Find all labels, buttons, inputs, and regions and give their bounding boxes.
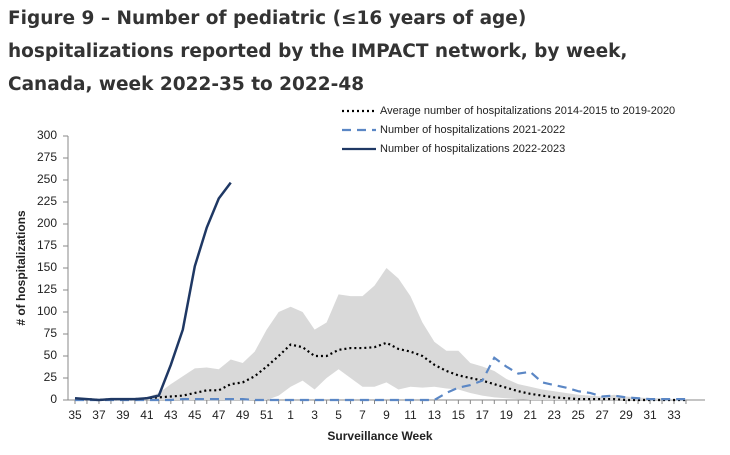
series-line bbox=[75, 356, 686, 402]
x-tick-label: 45 bbox=[188, 408, 202, 422]
x-axis-title: Surveillance Week bbox=[327, 429, 432, 443]
x-tick-label: 17 bbox=[476, 408, 490, 422]
x-tick-label: 41 bbox=[140, 408, 154, 422]
x-tick-label: 43 bbox=[164, 408, 178, 422]
x-tick-label: 9 bbox=[383, 408, 390, 422]
x-tick-label: 31 bbox=[643, 408, 657, 422]
y-tick-label: 175 bbox=[37, 238, 57, 252]
y-tick-label: 225 bbox=[37, 194, 57, 208]
y-tick-label: 50 bbox=[44, 348, 58, 362]
y-tick-label: 200 bbox=[37, 216, 57, 230]
x-tick-label: 25 bbox=[571, 408, 585, 422]
y-tick-label: 300 bbox=[37, 128, 57, 142]
legend-label: Average number of hospitalizations 2014-… bbox=[380, 105, 675, 117]
y-tick-label: 125 bbox=[37, 282, 57, 296]
x-tick-label: 47 bbox=[212, 408, 226, 422]
x-tick-label: 49 bbox=[236, 408, 250, 422]
x-tick-label: 13 bbox=[428, 408, 442, 422]
y-tick-label: 275 bbox=[37, 150, 57, 164]
x-tick-label: 7 bbox=[359, 408, 366, 422]
y-tick-label: 250 bbox=[37, 172, 57, 186]
y-tick-label: 0 bbox=[50, 392, 57, 406]
chart-title: Figure 9 – Number of pediatric (≤16 year… bbox=[8, 8, 628, 95]
x-tick-label: 21 bbox=[524, 408, 538, 422]
x-tick-label: 39 bbox=[116, 408, 130, 422]
x-tick-label: 37 bbox=[92, 408, 106, 422]
x-tick-label: 27 bbox=[595, 408, 609, 422]
x-tick-label: 11 bbox=[404, 408, 417, 422]
x-tick-label: 19 bbox=[500, 408, 514, 422]
y-tick-label: 25 bbox=[44, 370, 58, 384]
y-axis-title: # of hospitalizations bbox=[14, 210, 28, 326]
x-tick-label: 29 bbox=[619, 408, 633, 422]
y-tick-label: 75 bbox=[44, 326, 58, 340]
legend-label: Number of hospitalizations 2021-2022 bbox=[380, 124, 565, 136]
x-tick-label: 33 bbox=[667, 408, 681, 422]
x-tick-label: 1 bbox=[287, 408, 294, 422]
series-line bbox=[75, 341, 686, 402]
x-tick-label: 23 bbox=[548, 408, 562, 422]
x-tick-label: 5 bbox=[335, 408, 342, 422]
series-line bbox=[74, 181, 232, 402]
range-band bbox=[75, 268, 686, 400]
legend-label: Number of hospitalizations 2022-2023 bbox=[380, 143, 565, 155]
y-tick-label: 100 bbox=[37, 304, 57, 318]
x-tick-label: 51 bbox=[260, 408, 274, 422]
y-tick-label: 150 bbox=[37, 260, 57, 274]
x-tick-label: 3 bbox=[311, 408, 318, 422]
x-tick-label: 15 bbox=[452, 408, 466, 422]
x-tick-label: 35 bbox=[68, 408, 82, 422]
